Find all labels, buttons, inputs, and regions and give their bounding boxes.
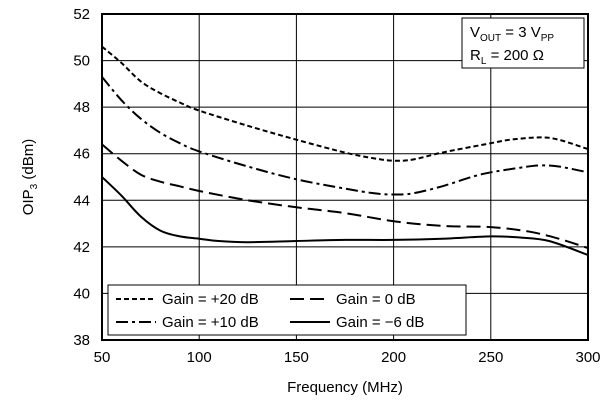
conditions-line-rl: RL = 200 Ω [470,47,544,67]
legend-label-2: Gain = 0 dB [336,291,416,308]
y-axis-label-tail: (dBm) [20,139,37,184]
series-line-4 [101,176,589,256]
y-tick-label: 42 [73,239,90,256]
x-tick-label: 250 [478,349,503,366]
y-tick-label: 52 [73,6,90,23]
series-line-3 [101,76,589,196]
legend-label-3: Gain = +10 dB [162,314,259,331]
y-tick-label: 44 [73,192,90,209]
series-layer [101,45,589,256]
rl-subscript: L [481,56,487,67]
legend-box [107,284,467,336]
plot-frame [101,13,589,341]
conditions-line-vout: VOUT = 3 VPP [470,24,554,44]
y-tick-label: 48 [73,99,90,116]
y-axis-label-sub: 3 [29,183,40,189]
vout-symbol: V [470,24,480,41]
rl-value: = 200 Ω [486,47,544,64]
y-tick-label: 46 [73,146,90,163]
x-tick-label: 200 [381,349,406,366]
y-tick-labels: 38 40 42 44 46 48 50 52 [73,6,90,349]
x-axis-label: Frequency (MHz) [287,379,403,396]
x-tick-label: 100 [187,349,212,366]
y-axis-label: OIP3 (dBm) [20,139,40,215]
y-tick-label: 40 [73,285,90,302]
y-tick-label: 38 [73,332,90,349]
legend-label-4: Gain = −6 dB [336,314,424,331]
y-tick-label: 50 [73,53,90,70]
x-tick-label: 300 [575,349,600,366]
x-tick-label: 50 [94,349,111,366]
conditions-annotation: VOUT = 3 VPP RL = 200 Ω [461,17,585,69]
vout-value: = 3 V [501,24,541,41]
vout-subscript: OUT [480,33,501,44]
y-axis-label-main: OIP [20,189,37,215]
x-tick-label: 150 [284,349,309,366]
conditions-box [461,17,585,69]
legend: Gain = +20 dB Gain = 0 dB Gain = +10 dB Gai… [107,284,467,336]
vout-unit-subscript: PP [541,33,555,44]
series-line-2 [101,143,589,249]
series-line-1 [101,45,589,162]
rl-symbol: R [470,47,481,64]
legend-label-1: Gain = +20 dB [162,291,259,308]
x-tick-labels: 50 100 150 200 250 300 [94,349,601,366]
